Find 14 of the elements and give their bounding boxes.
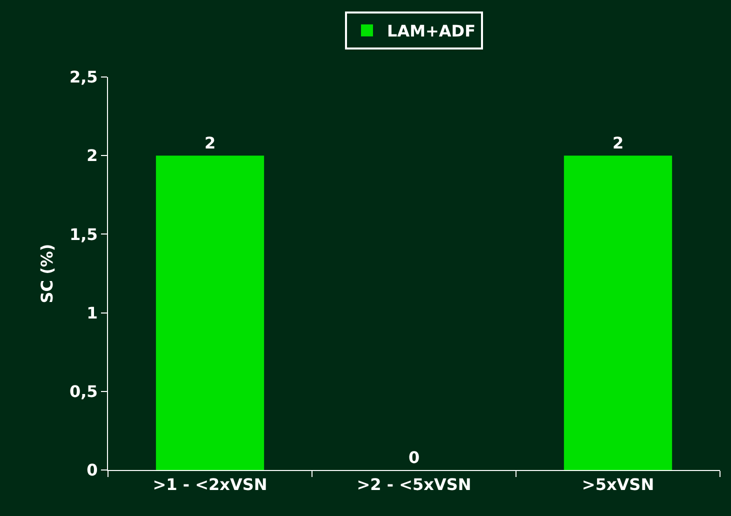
y-tick-label: 2 bbox=[86, 146, 98, 166]
data-label: 2 bbox=[204, 134, 216, 153]
y-tick-label: 0 bbox=[86, 460, 98, 480]
legend-label: LAM+ADF bbox=[387, 22, 476, 41]
x-tick-label: >2 - <5xVSN bbox=[356, 475, 472, 494]
x-tick-label: >1 - <2xVSN bbox=[152, 475, 268, 494]
y-tick-label: 2,5 bbox=[69, 68, 98, 87]
y-tick-label: 0,5 bbox=[69, 382, 98, 401]
x-tick-label: >5xVSN bbox=[582, 475, 654, 494]
y-tick-label: 1 bbox=[86, 303, 98, 322]
y-tick-label: 1,5 bbox=[69, 224, 98, 244]
y-axis-title: SC (%) bbox=[37, 244, 56, 304]
data-label: 0 bbox=[408, 448, 420, 467]
data-label: 2 bbox=[612, 134, 624, 153]
